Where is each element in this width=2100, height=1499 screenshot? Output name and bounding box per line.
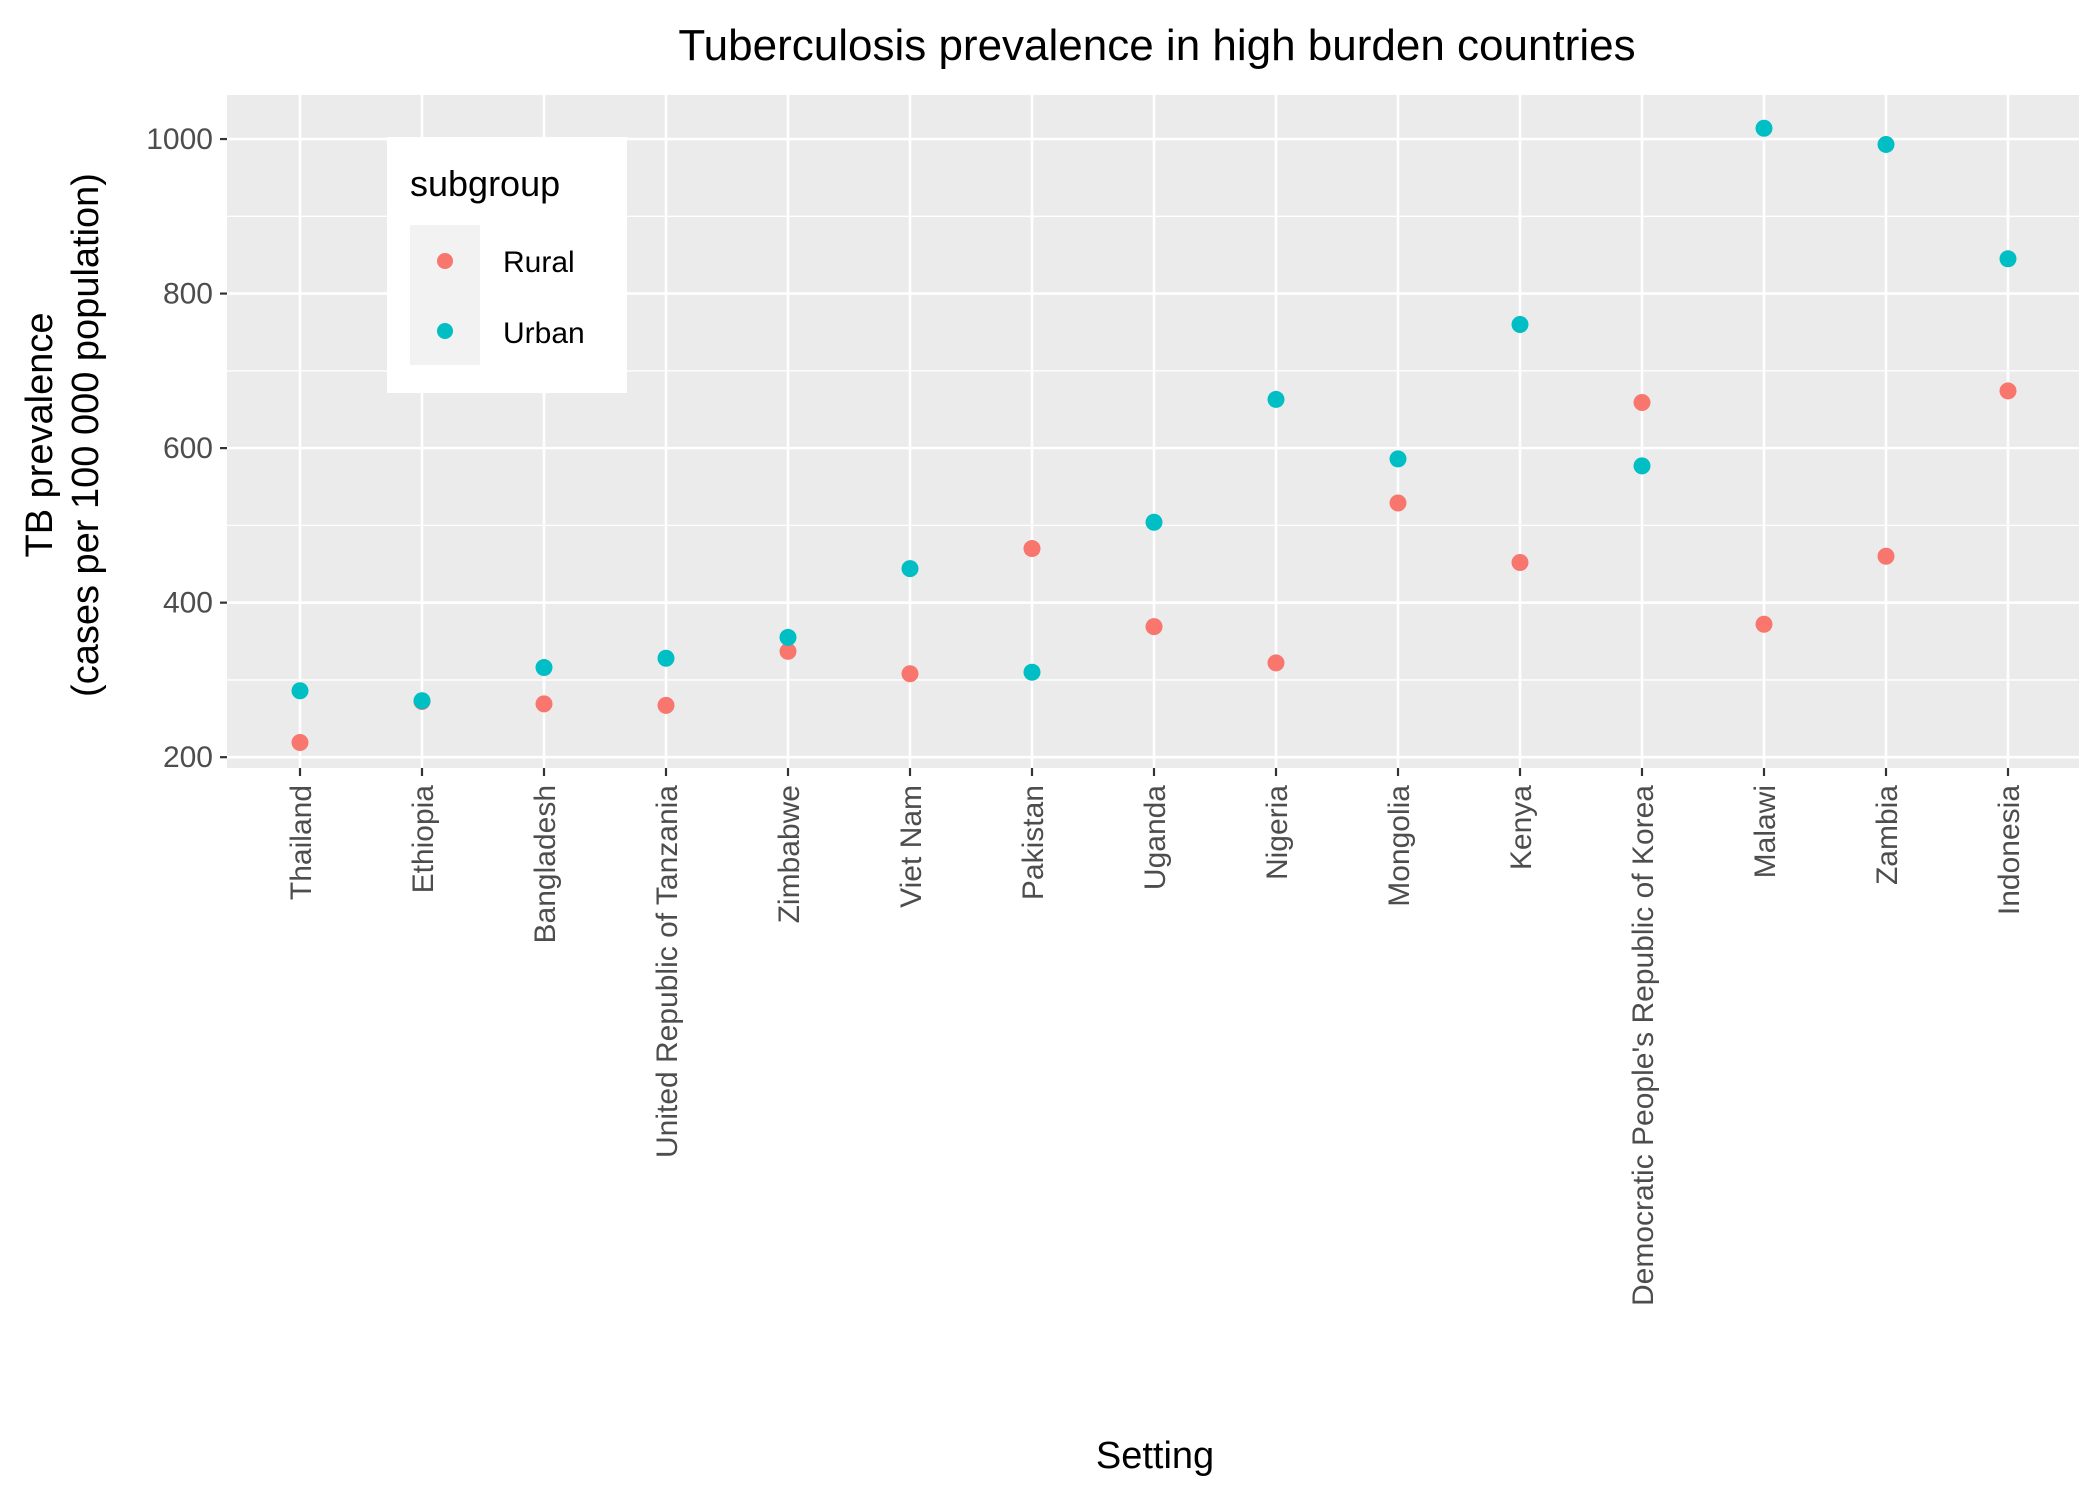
data-points: [291, 119, 2017, 752]
point-urban: [535, 659, 553, 677]
point-rural: [657, 696, 675, 714]
x-tick-label: Malawi: [1749, 785, 1782, 878]
x-tick-label: Indonesia: [1993, 785, 2026, 915]
x-tick-label: Democratic People's Republic of Korea: [1627, 785, 1660, 1306]
point-rural: [1389, 494, 1407, 512]
point-urban: [1267, 390, 1285, 408]
y-axis-title-line-1: TB prevalence: [19, 312, 61, 557]
point-rural: [779, 642, 797, 660]
point-urban: [901, 560, 919, 578]
x-tick-label: Pakistan: [1017, 785, 1050, 900]
point-rural: [901, 665, 919, 683]
point-urban: [1999, 250, 2017, 268]
x-tick-label: Nigeria: [1261, 785, 1294, 880]
point-rural: [1633, 394, 1651, 412]
point-rural: [291, 734, 309, 752]
point-urban: [413, 692, 431, 710]
legend-label-urban: Urban: [503, 317, 585, 350]
x-tick-label: Uganda: [1139, 785, 1172, 890]
x-tick-label: United Republic of Tanzania: [651, 785, 684, 1158]
x-tick-label: Mongolia: [1383, 785, 1416, 907]
legend-label-rural: Rural: [503, 246, 575, 279]
y-tick-label: 800: [163, 278, 213, 311]
x-tick-label: Kenya: [1505, 785, 1538, 870]
x-tick-label: Viet Nam: [895, 785, 928, 908]
y-axis-title: TB prevalence (cases per 100 000 populat…: [19, 173, 107, 697]
point-rural: [1267, 654, 1285, 672]
point-urban: [1389, 450, 1407, 468]
point-urban: [1023, 663, 1041, 681]
point-rural: [1145, 618, 1163, 636]
x-axis: Thailand Ethiopia Bangladesh United Republi…: [285, 768, 2026, 1306]
x-tick-label: Ethiopia: [407, 785, 440, 894]
legend-marker-rural: [437, 253, 453, 269]
legend-marker-urban: [437, 323, 453, 339]
x-tick-label: Bangladesh: [529, 785, 562, 943]
point-urban: [1755, 119, 1773, 137]
y-axis: 200 400 600 800 1000: [146, 123, 227, 774]
x-tick-label: Thailand: [285, 785, 318, 900]
x-tick-label: Zimbabwe: [773, 785, 806, 923]
x-tick-label: Zambia: [1871, 785, 1904, 885]
point-rural: [1023, 540, 1041, 558]
point-rural: [1511, 553, 1529, 571]
y-axis-title-line-2: (cases per 100 000 population): [65, 173, 107, 697]
point-urban: [657, 649, 675, 667]
point-urban: [1145, 513, 1163, 531]
point-urban: [1633, 457, 1651, 475]
point-urban: [1511, 315, 1529, 333]
y-tick-label: 400: [163, 587, 213, 620]
x-axis-title: Setting: [1096, 1435, 1214, 1477]
point-urban: [1877, 135, 1895, 153]
point-urban: [779, 628, 797, 646]
legend-title: subgroup: [410, 163, 560, 204]
y-tick-label: 1000: [146, 123, 213, 156]
legend: subgroup Rural Urban: [387, 137, 627, 393]
chart-title: Tuberculosis prevalence in high burden c…: [678, 21, 1635, 70]
point-urban: [291, 682, 309, 700]
point-rural: [1755, 615, 1773, 633]
point-rural: [535, 695, 553, 713]
point-rural: [1877, 547, 1895, 565]
y-tick-label: 600: [163, 432, 213, 465]
y-tick-label: 200: [163, 741, 213, 774]
point-rural: [1999, 382, 2017, 400]
